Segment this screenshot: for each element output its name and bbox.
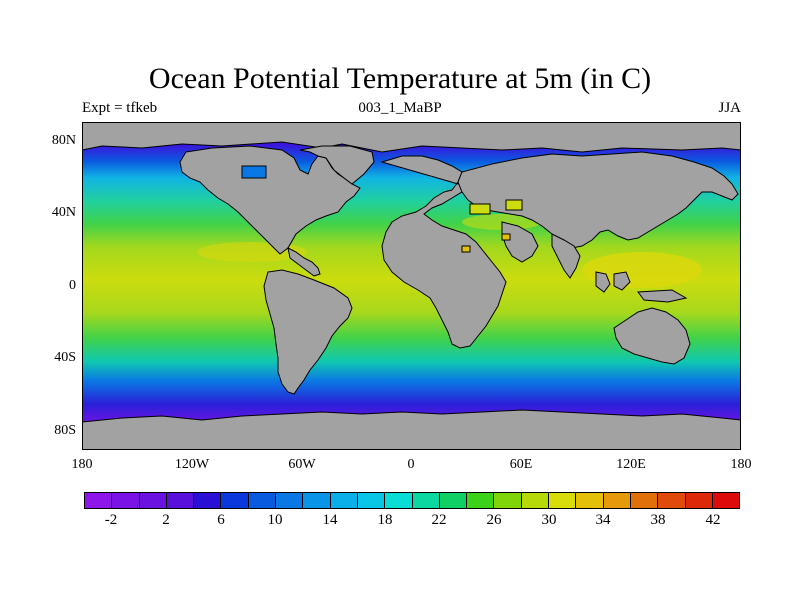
colorbar-box — [385, 493, 413, 508]
lon-label-180w: 180 — [71, 457, 93, 472]
arctic-land — [82, 122, 741, 153]
map-panel — [82, 122, 741, 450]
new-guinea — [637, 289, 688, 303]
colorbar-box — [112, 493, 140, 508]
caspian-sea — [505, 199, 523, 211]
colorbar-box — [658, 493, 686, 508]
colorbar-box — [549, 493, 577, 508]
colorbar-box — [630, 493, 659, 508]
colorbar-label: 18 — [377, 512, 393, 528]
antarctica — [82, 409, 741, 450]
colorbar-label: 30 — [541, 512, 557, 528]
lon-label-60e: 60E — [509, 457, 533, 472]
borneo — [613, 271, 631, 291]
colorbar-box — [685, 493, 713, 508]
colorbar-box — [221, 493, 249, 508]
asia — [457, 151, 739, 249]
colorbar-box — [603, 493, 631, 508]
colorbar-box — [712, 493, 740, 508]
red-sea — [461, 245, 471, 253]
lat-label-40n: 40N — [51, 205, 76, 220]
lon-label-120w: 120W — [174, 457, 210, 472]
lat-label-80s: 80S — [54, 423, 76, 438]
lat-label-40s: 40S — [54, 350, 76, 365]
lon-label-180e: 180 — [730, 457, 752, 472]
europe-africa — [380, 155, 507, 349]
colorbar-box — [467, 493, 495, 508]
landmasses — [82, 122, 741, 450]
india — [551, 233, 581, 279]
colorbar-label: 38 — [650, 512, 666, 528]
colorbar-label: 42 — [705, 512, 721, 528]
colorbar-box — [276, 493, 304, 508]
colorbar-box — [412, 493, 440, 508]
lon-label-60w: 60W — [288, 457, 316, 472]
greenland — [299, 145, 375, 185]
colorbar-box — [194, 493, 222, 508]
color-bar — [84, 492, 740, 509]
colorbar-box — [139, 493, 167, 508]
north-america — [179, 145, 361, 255]
lat-label-0: 0 — [69, 278, 76, 293]
persian-gulf — [501, 233, 511, 241]
colorbar-label: 26 — [486, 512, 502, 528]
colorbar-box — [303, 493, 331, 508]
hudson-bay — [241, 165, 267, 179]
colorbar-box — [494, 493, 522, 508]
central-america — [287, 247, 321, 277]
lon-label-0: 0 — [407, 457, 415, 472]
ocean-temperature-map — [82, 122, 741, 450]
colorbar-label: 2 — [162, 512, 170, 528]
experiment-label: Expt = tfkeb — [82, 100, 158, 116]
colorbar-label: 14 — [322, 512, 338, 528]
lon-label-120e: 120E — [616, 457, 646, 472]
colorbar-box — [521, 493, 550, 508]
colorbar-label: 22 — [431, 512, 447, 528]
colorbar-label: -2 — [104, 512, 118, 528]
inland-waters — [241, 165, 523, 253]
map-title: Ocean Potential Temperature at 5m (in C) — [148, 62, 652, 95]
colorbar-label: 10 — [267, 512, 283, 528]
sumatra — [595, 271, 611, 293]
colorbar-box — [576, 493, 604, 508]
warm-pool-pacific — [582, 252, 702, 288]
colorbar-label: 6 — [217, 512, 225, 528]
black-sea — [469, 203, 491, 215]
map-border — [82, 122, 741, 450]
colorbar-box — [439, 493, 468, 508]
south-america — [263, 269, 353, 395]
colorbar-box — [85, 493, 113, 508]
time-label: 003_1_MaBP — [358, 100, 442, 116]
lat-label-80n: 80N — [51, 133, 76, 148]
colorbar-box — [166, 493, 195, 508]
australia — [613, 307, 691, 365]
season-label: JJA — [718, 100, 741, 116]
colorbar-box — [357, 493, 386, 508]
colorbar-label: 34 — [595, 512, 611, 528]
colorbar-box — [248, 493, 277, 508]
colorbar-box — [330, 493, 358, 508]
